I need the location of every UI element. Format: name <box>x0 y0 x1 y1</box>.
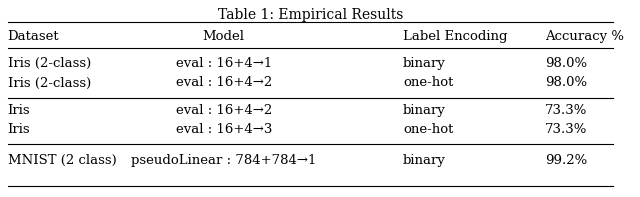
Text: binary: binary <box>403 104 446 117</box>
Text: eval : 16+4→1: eval : 16+4→1 <box>175 57 272 70</box>
Text: Model: Model <box>203 30 244 43</box>
Text: Table 1: Empirical Results: Table 1: Empirical Results <box>218 8 403 22</box>
Text: eval : 16+4→2: eval : 16+4→2 <box>175 104 272 117</box>
Text: eval : 16+4→2: eval : 16+4→2 <box>175 76 272 89</box>
Text: 98.0%: 98.0% <box>545 57 587 70</box>
Text: 73.3%: 73.3% <box>545 123 588 136</box>
Text: Iris (2-class): Iris (2-class) <box>8 76 91 89</box>
Text: one-hot: one-hot <box>403 123 453 136</box>
Text: Accuracy %: Accuracy % <box>545 30 624 43</box>
Text: pseudoLinear : 784+784→1: pseudoLinear : 784+784→1 <box>131 154 316 167</box>
Text: Label Encoding: Label Encoding <box>403 30 508 43</box>
Text: 98.0%: 98.0% <box>545 76 587 89</box>
Text: eval : 16+4→3: eval : 16+4→3 <box>175 123 272 136</box>
Text: MNIST (2 class): MNIST (2 class) <box>8 154 116 167</box>
Text: Iris: Iris <box>8 104 30 117</box>
Text: 99.2%: 99.2% <box>545 154 588 167</box>
Text: Iris: Iris <box>8 123 30 136</box>
Text: one-hot: one-hot <box>403 76 453 89</box>
Text: Dataset: Dataset <box>8 30 59 43</box>
Text: binary: binary <box>403 154 446 167</box>
Text: Iris (2-class): Iris (2-class) <box>8 57 91 70</box>
Text: binary: binary <box>403 57 446 70</box>
Text: 73.3%: 73.3% <box>545 104 588 117</box>
